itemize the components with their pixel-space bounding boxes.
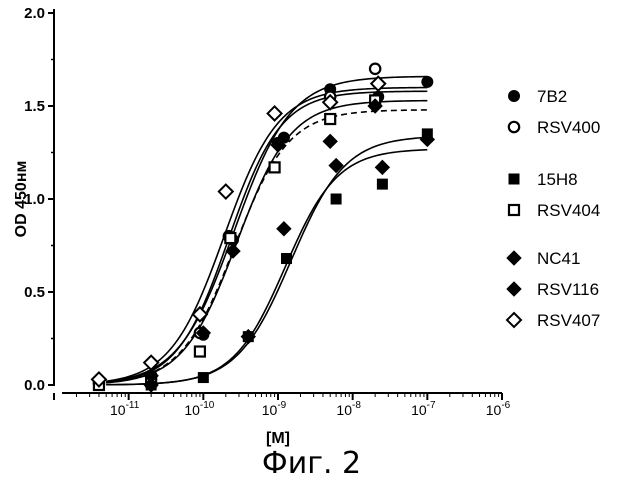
- legend-marker: [505, 311, 523, 329]
- axes: 0.0 0.5 1.0 1.5 2.0 10-11 10-10 10-9 10-8 10-7 10-…: [13, 5, 511, 447]
- data-point: [369, 75, 387, 93]
- x-tick-label: 10-10: [184, 400, 214, 418]
- fit-curve: [106, 99, 428, 384]
- legend-marker: [506, 250, 522, 266]
- data-point: [142, 354, 160, 372]
- data-point: [368, 62, 382, 76]
- legend-label: RSV407: [537, 311, 600, 330]
- x-tick-label: 10-9: [262, 400, 287, 418]
- legend-label: 15H8: [537, 170, 578, 189]
- legend-marker: [507, 120, 521, 134]
- data-point: [276, 221, 292, 237]
- data-point: [217, 183, 235, 200]
- y-tick-label: 0.0: [24, 377, 45, 394]
- data-point: [281, 253, 293, 265]
- legend: 7B2 RSV400 15H8 RSV404 NC41 RSV116 RSV407: [505, 87, 600, 330]
- data-point: [268, 161, 281, 174]
- data-point: [421, 75, 434, 88]
- fit-curve: [106, 86, 428, 383]
- data-point: [376, 178, 388, 190]
- y-tick-label: 1.5: [24, 98, 45, 115]
- legend-label: 7B2: [537, 87, 567, 106]
- data-points: [90, 62, 436, 393]
- legend-marker: [508, 173, 520, 185]
- fit-curves: [106, 75, 428, 386]
- legend-label: NC41: [537, 249, 580, 268]
- fit-curve: [106, 75, 428, 383]
- data-point: [90, 371, 108, 388]
- data-point: [367, 98, 383, 114]
- data-point: [330, 193, 342, 205]
- data-point: [266, 105, 283, 122]
- data-point: [195, 325, 212, 341]
- data-point: [374, 159, 391, 176]
- x-tick-label: 10-11: [110, 400, 140, 418]
- data-point: [322, 133, 338, 150]
- data-point: [224, 231, 237, 245]
- y-tick-label: 0.5: [24, 284, 45, 301]
- data-point: [270, 137, 286, 153]
- y-tick-label: 2.0: [24, 5, 45, 22]
- legend-label: RSV116: [537, 280, 599, 299]
- fit-curve: [106, 90, 428, 384]
- data-point: [225, 243, 241, 259]
- data-point: [143, 377, 159, 393]
- x-axis-label: [M]: [266, 430, 290, 447]
- data-point: [193, 345, 207, 358]
- legend-marker: [508, 90, 520, 102]
- y-axis-label: OD 450нм: [13, 161, 30, 238]
- x-tick-label: 10-6: [486, 400, 511, 418]
- data-point: [321, 93, 339, 111]
- data-point: [197, 372, 209, 384]
- legend-label: RSV400: [537, 118, 600, 137]
- x-tick-label: 10-7: [411, 400, 436, 418]
- data-point: [191, 305, 209, 323]
- x-tick-label: 10-8: [336, 400, 361, 418]
- fit-curve: [106, 148, 428, 386]
- legend-label: RSV404: [537, 201, 600, 220]
- legend-marker: [507, 203, 521, 217]
- y-tick-label: 1.0: [24, 191, 45, 208]
- legend-marker: [506, 281, 522, 297]
- data-point: [324, 112, 337, 126]
- figure-caption: Фиг. 2: [261, 446, 362, 481]
- data-point: [240, 328, 256, 345]
- data-point: [419, 131, 436, 148]
- data-point: [328, 157, 344, 174]
